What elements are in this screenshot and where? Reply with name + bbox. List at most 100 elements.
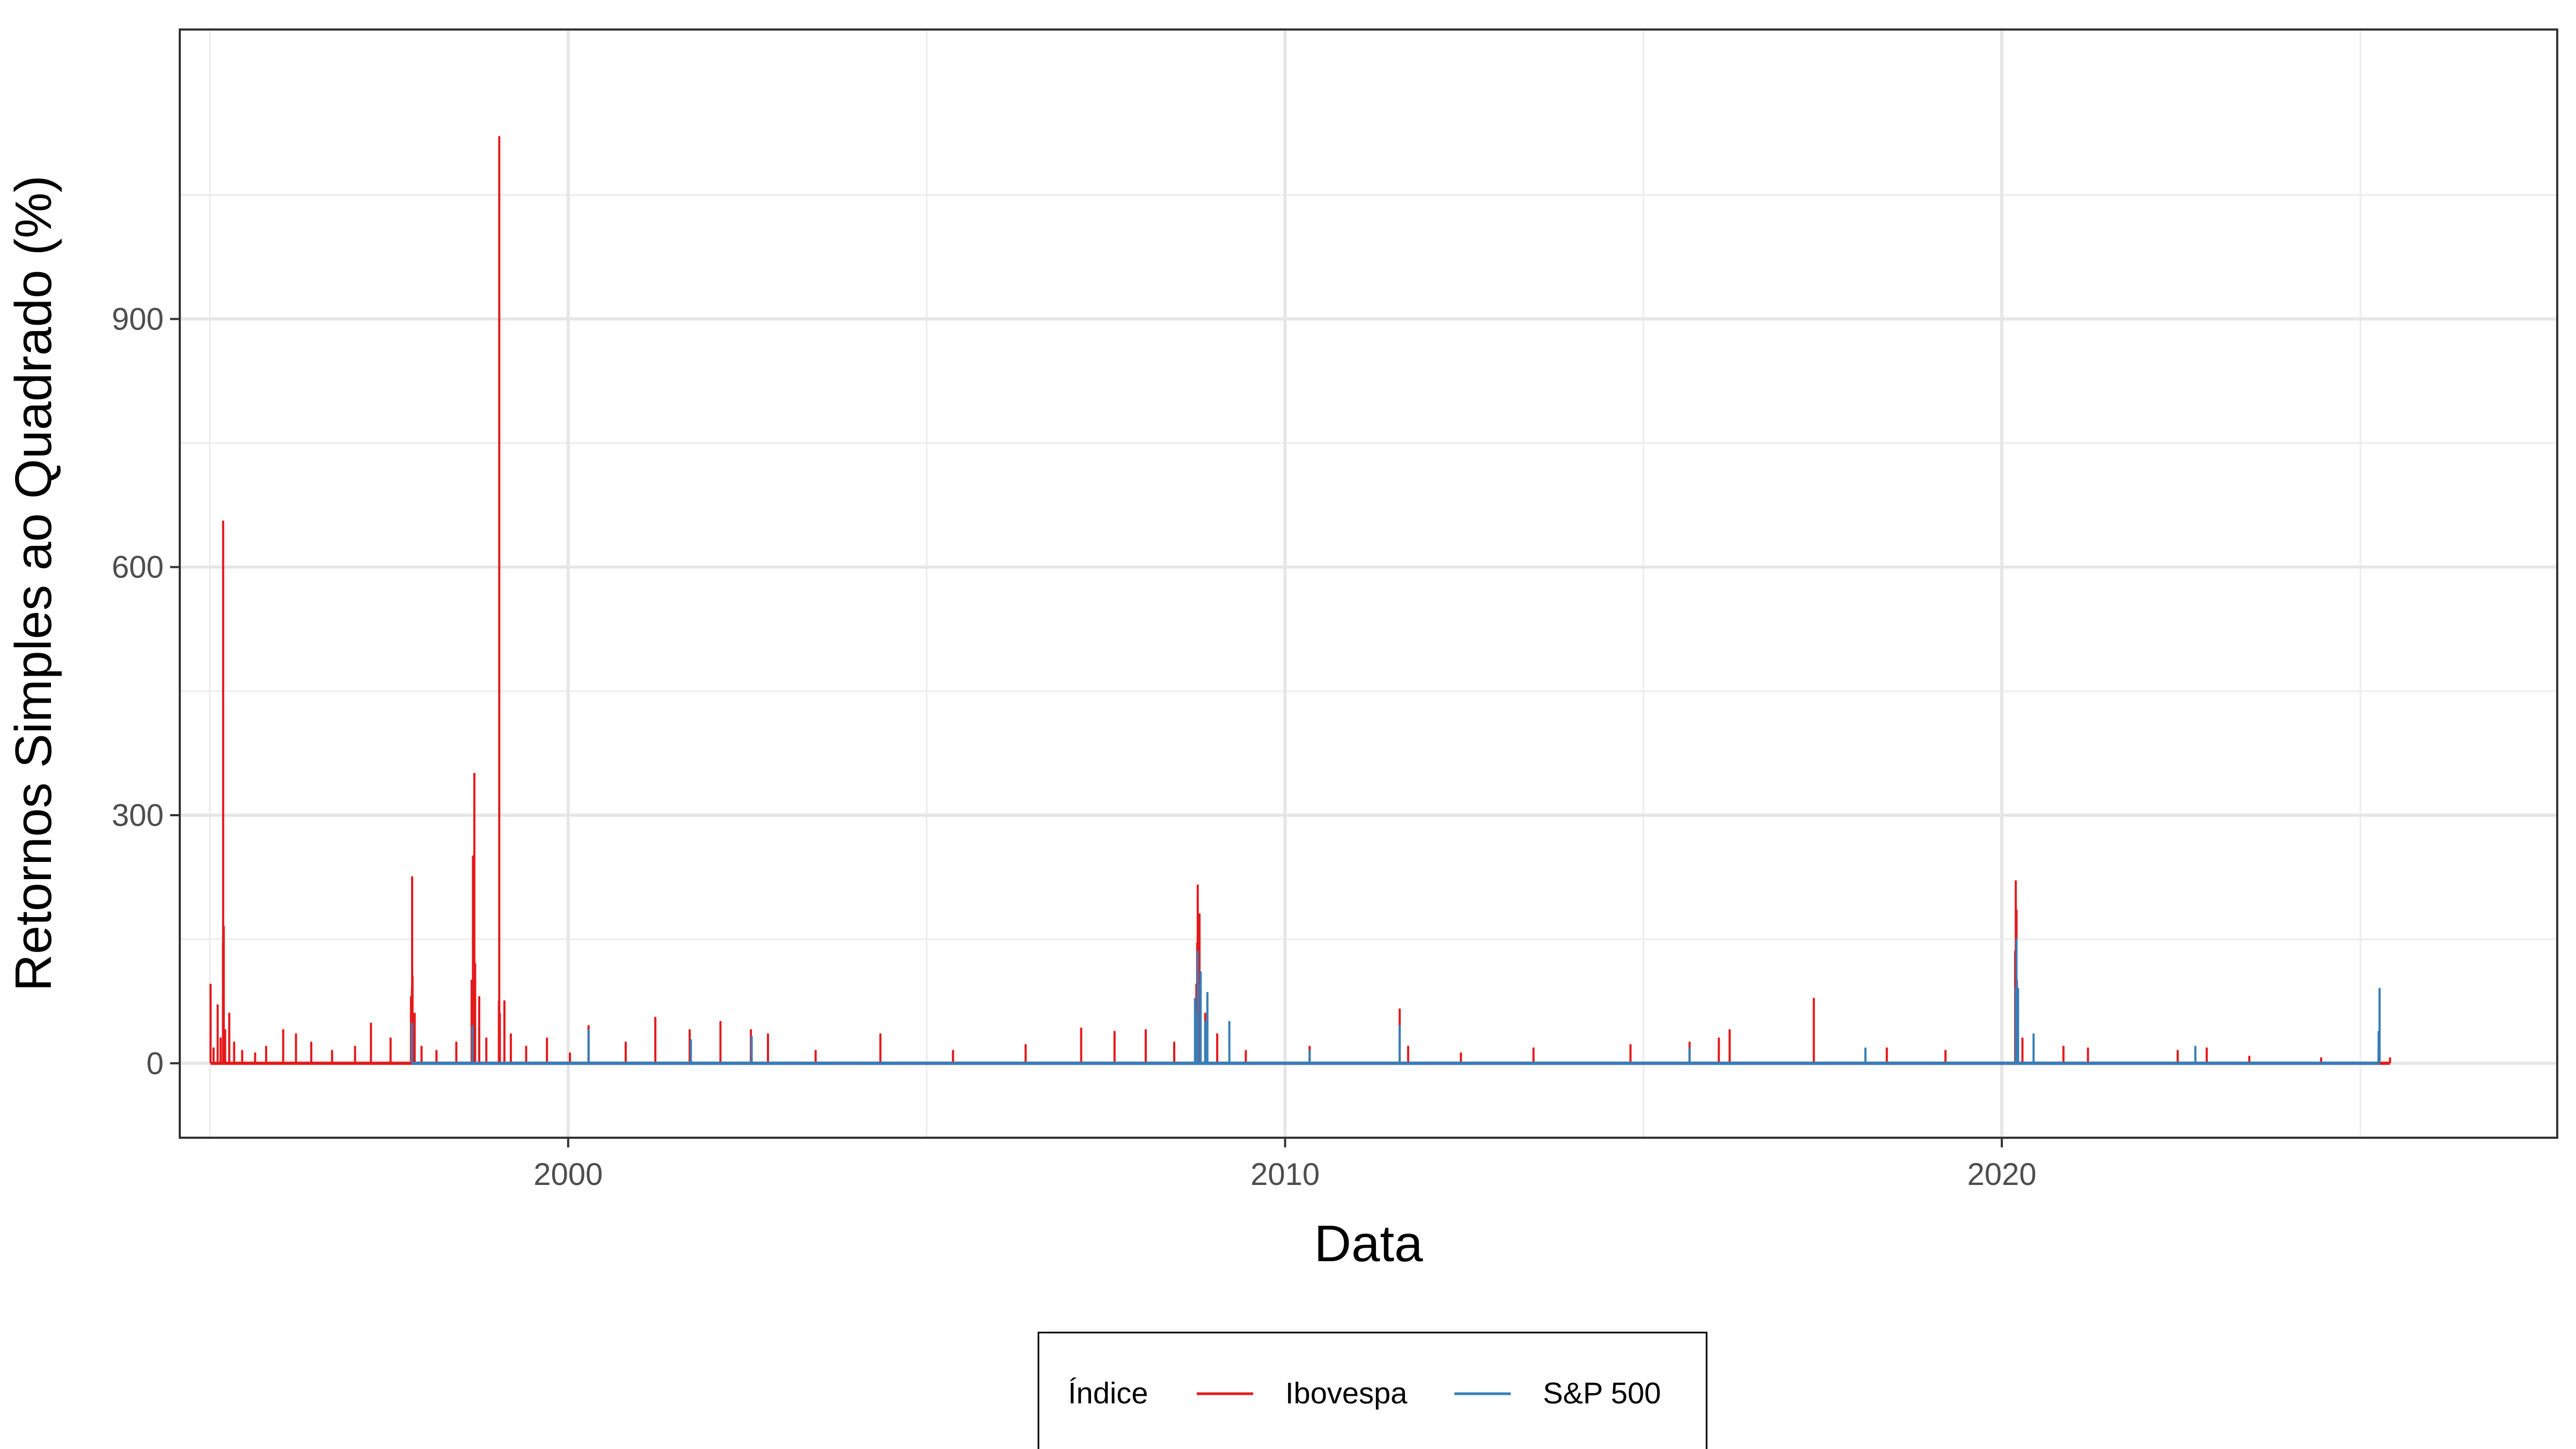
data-point-ibovespa: [814, 1050, 817, 1052]
y-tick-label: 600: [112, 550, 164, 585]
data-point-ibovespa: [470, 979, 473, 982]
data-point-s-p-500: [1196, 1012, 1198, 1015]
data-point-s-p-500: [411, 1022, 413, 1025]
data-point-ibovespa: [2021, 1037, 2024, 1040]
x-axis: 2000 2010 2020: [533, 1138, 2037, 1192]
data-point-ibovespa: [254, 1052, 257, 1055]
data-point-ibovespa: [222, 942, 224, 945]
legend-label-ibovespa: Ibovespa: [1285, 1376, 1408, 1410]
data-point-s-p-500: [1204, 1021, 1206, 1023]
data-point-ibovespa: [1196, 884, 1199, 887]
data-point-ibovespa: [1245, 1050, 1247, 1052]
data-point-s-p-500: [750, 1035, 753, 1038]
legend-label-sp500: S&P 500: [1543, 1376, 1661, 1410]
data-point-ibovespa: [1204, 1012, 1206, 1015]
data-point-s-p-500: [2017, 987, 2019, 990]
data-point-ibovespa: [1144, 1029, 1147, 1031]
data-point-ibovespa: [310, 1041, 313, 1044]
data-point-ibovespa: [2015, 909, 2018, 912]
data-point-s-p-500: [1228, 1021, 1231, 1023]
y-tick-label: 0: [147, 1046, 164, 1081]
data-point-ibovespa: [1944, 1050, 1947, 1052]
data-point-ibovespa: [370, 1022, 372, 1025]
data-point-ibovespa: [222, 520, 224, 523]
data-point-ibovespa: [2062, 1045, 2065, 1048]
data-point-ibovespa: [455, 1041, 458, 1044]
data-point-ibovespa: [473, 772, 475, 775]
data-point-s-p-500: [1399, 1024, 1401, 1027]
data-point-ibovespa: [1216, 1033, 1219, 1036]
data-point-ibovespa: [1688, 1041, 1691, 1044]
data-point-s-p-500: [587, 1029, 590, 1031]
data-point-ibovespa: [222, 926, 225, 928]
data-point-ibovespa: [413, 1012, 416, 1015]
data-point-ibovespa: [654, 1016, 657, 1019]
data-point-ibovespa: [1399, 1008, 1401, 1011]
data-point-ibovespa: [879, 1033, 882, 1036]
data-point-ibovespa: [331, 1050, 333, 1052]
data-point-ibovespa: [2176, 1050, 2179, 1052]
data-point-ibovespa: [624, 1041, 627, 1044]
data-point-ibovespa: [212, 1047, 215, 1050]
y-axis-title: Retornos Simples ao Quadrado (%): [5, 175, 62, 992]
data-point-ibovespa: [411, 876, 413, 879]
data-point-ibovespa: [1308, 1045, 1311, 1048]
data-point-ibovespa: [409, 996, 412, 999]
data-point-ibovespa: [1629, 1044, 1632, 1046]
data-point-ibovespa: [228, 1012, 231, 1015]
data-point-s-p-500: [1206, 992, 1209, 994]
y-tick-label: 900: [112, 302, 164, 336]
data-point-ibovespa: [2015, 880, 2017, 883]
data-point-ibovespa: [282, 1029, 284, 1031]
data-point-ibovespa: [750, 1029, 752, 1031]
data-point-ibovespa: [1460, 1052, 1462, 1055]
data-point-ibovespa: [587, 1024, 590, 1027]
data-point-ibovespa: [952, 1050, 954, 1052]
data-point-ibovespa: [1113, 1030, 1116, 1033]
data-point-s-p-500: [1194, 998, 1196, 1000]
data-point-s-p-500: [2377, 1030, 2380, 1033]
data-point-ibovespa: [420, 1045, 423, 1048]
data-point-ibovespa: [472, 855, 474, 858]
data-point-s-p-500: [1864, 1047, 1867, 1050]
data-point-ibovespa: [497, 1000, 500, 1002]
data-point-ibovespa: [265, 1045, 267, 1048]
data-point-ibovespa: [474, 963, 477, 965]
data-point-ibovespa: [2087, 1047, 2089, 1050]
data-point-ibovespa: [719, 1021, 722, 1023]
data-point-ibovespa: [2205, 1047, 2208, 1050]
data-point-ibovespa: [1080, 1027, 1082, 1030]
data-point-ibovespa: [478, 996, 481, 999]
data-point-ibovespa: [1812, 998, 1815, 1000]
data-point-ibovespa: [568, 1052, 571, 1055]
data-point-ibovespa: [295, 1033, 297, 1036]
x-tick-label: 2020: [1967, 1157, 2037, 1192]
data-point-ibovespa: [1024, 1044, 1027, 1046]
data-point-ibovespa: [2389, 1057, 2391, 1060]
legend-box: [1037, 1331, 1708, 1449]
series-layer: [209, 136, 2391, 1065]
data-point-ibovespa: [435, 1050, 438, 1052]
data-point-ibovespa: [2248, 1055, 2251, 1058]
data-point-ibovespa: [219, 1037, 222, 1040]
data-point-ibovespa: [411, 987, 413, 990]
data-point-ibovespa: [233, 1041, 236, 1044]
data-point-ibovespa: [499, 1012, 501, 1015]
data-point-s-p-500: [690, 1039, 692, 1042]
y-tick-label: 300: [112, 798, 164, 833]
x-tick-label: 2000: [533, 1157, 603, 1192]
data-point-ibovespa: [1728, 1029, 1731, 1031]
data-point-ibovespa: [389, 1037, 392, 1040]
data-point-ibovespa: [546, 1037, 548, 1040]
data-point-ibovespa: [525, 1045, 528, 1048]
data-point-s-p-500: [1199, 971, 1202, 974]
data-point-ibovespa: [216, 1004, 219, 1007]
data-point-s-p-500: [1197, 983, 1199, 986]
data-point-ibovespa: [1173, 1041, 1175, 1044]
data-point-s-p-500: [2015, 987, 2017, 990]
data-point-ibovespa: [411, 975, 414, 978]
legend-title: Índice: [1068, 1376, 1148, 1410]
data-point-ibovespa: [498, 136, 501, 138]
legend: Índice Ibovespa S&P 500: [1037, 1331, 1708, 1449]
